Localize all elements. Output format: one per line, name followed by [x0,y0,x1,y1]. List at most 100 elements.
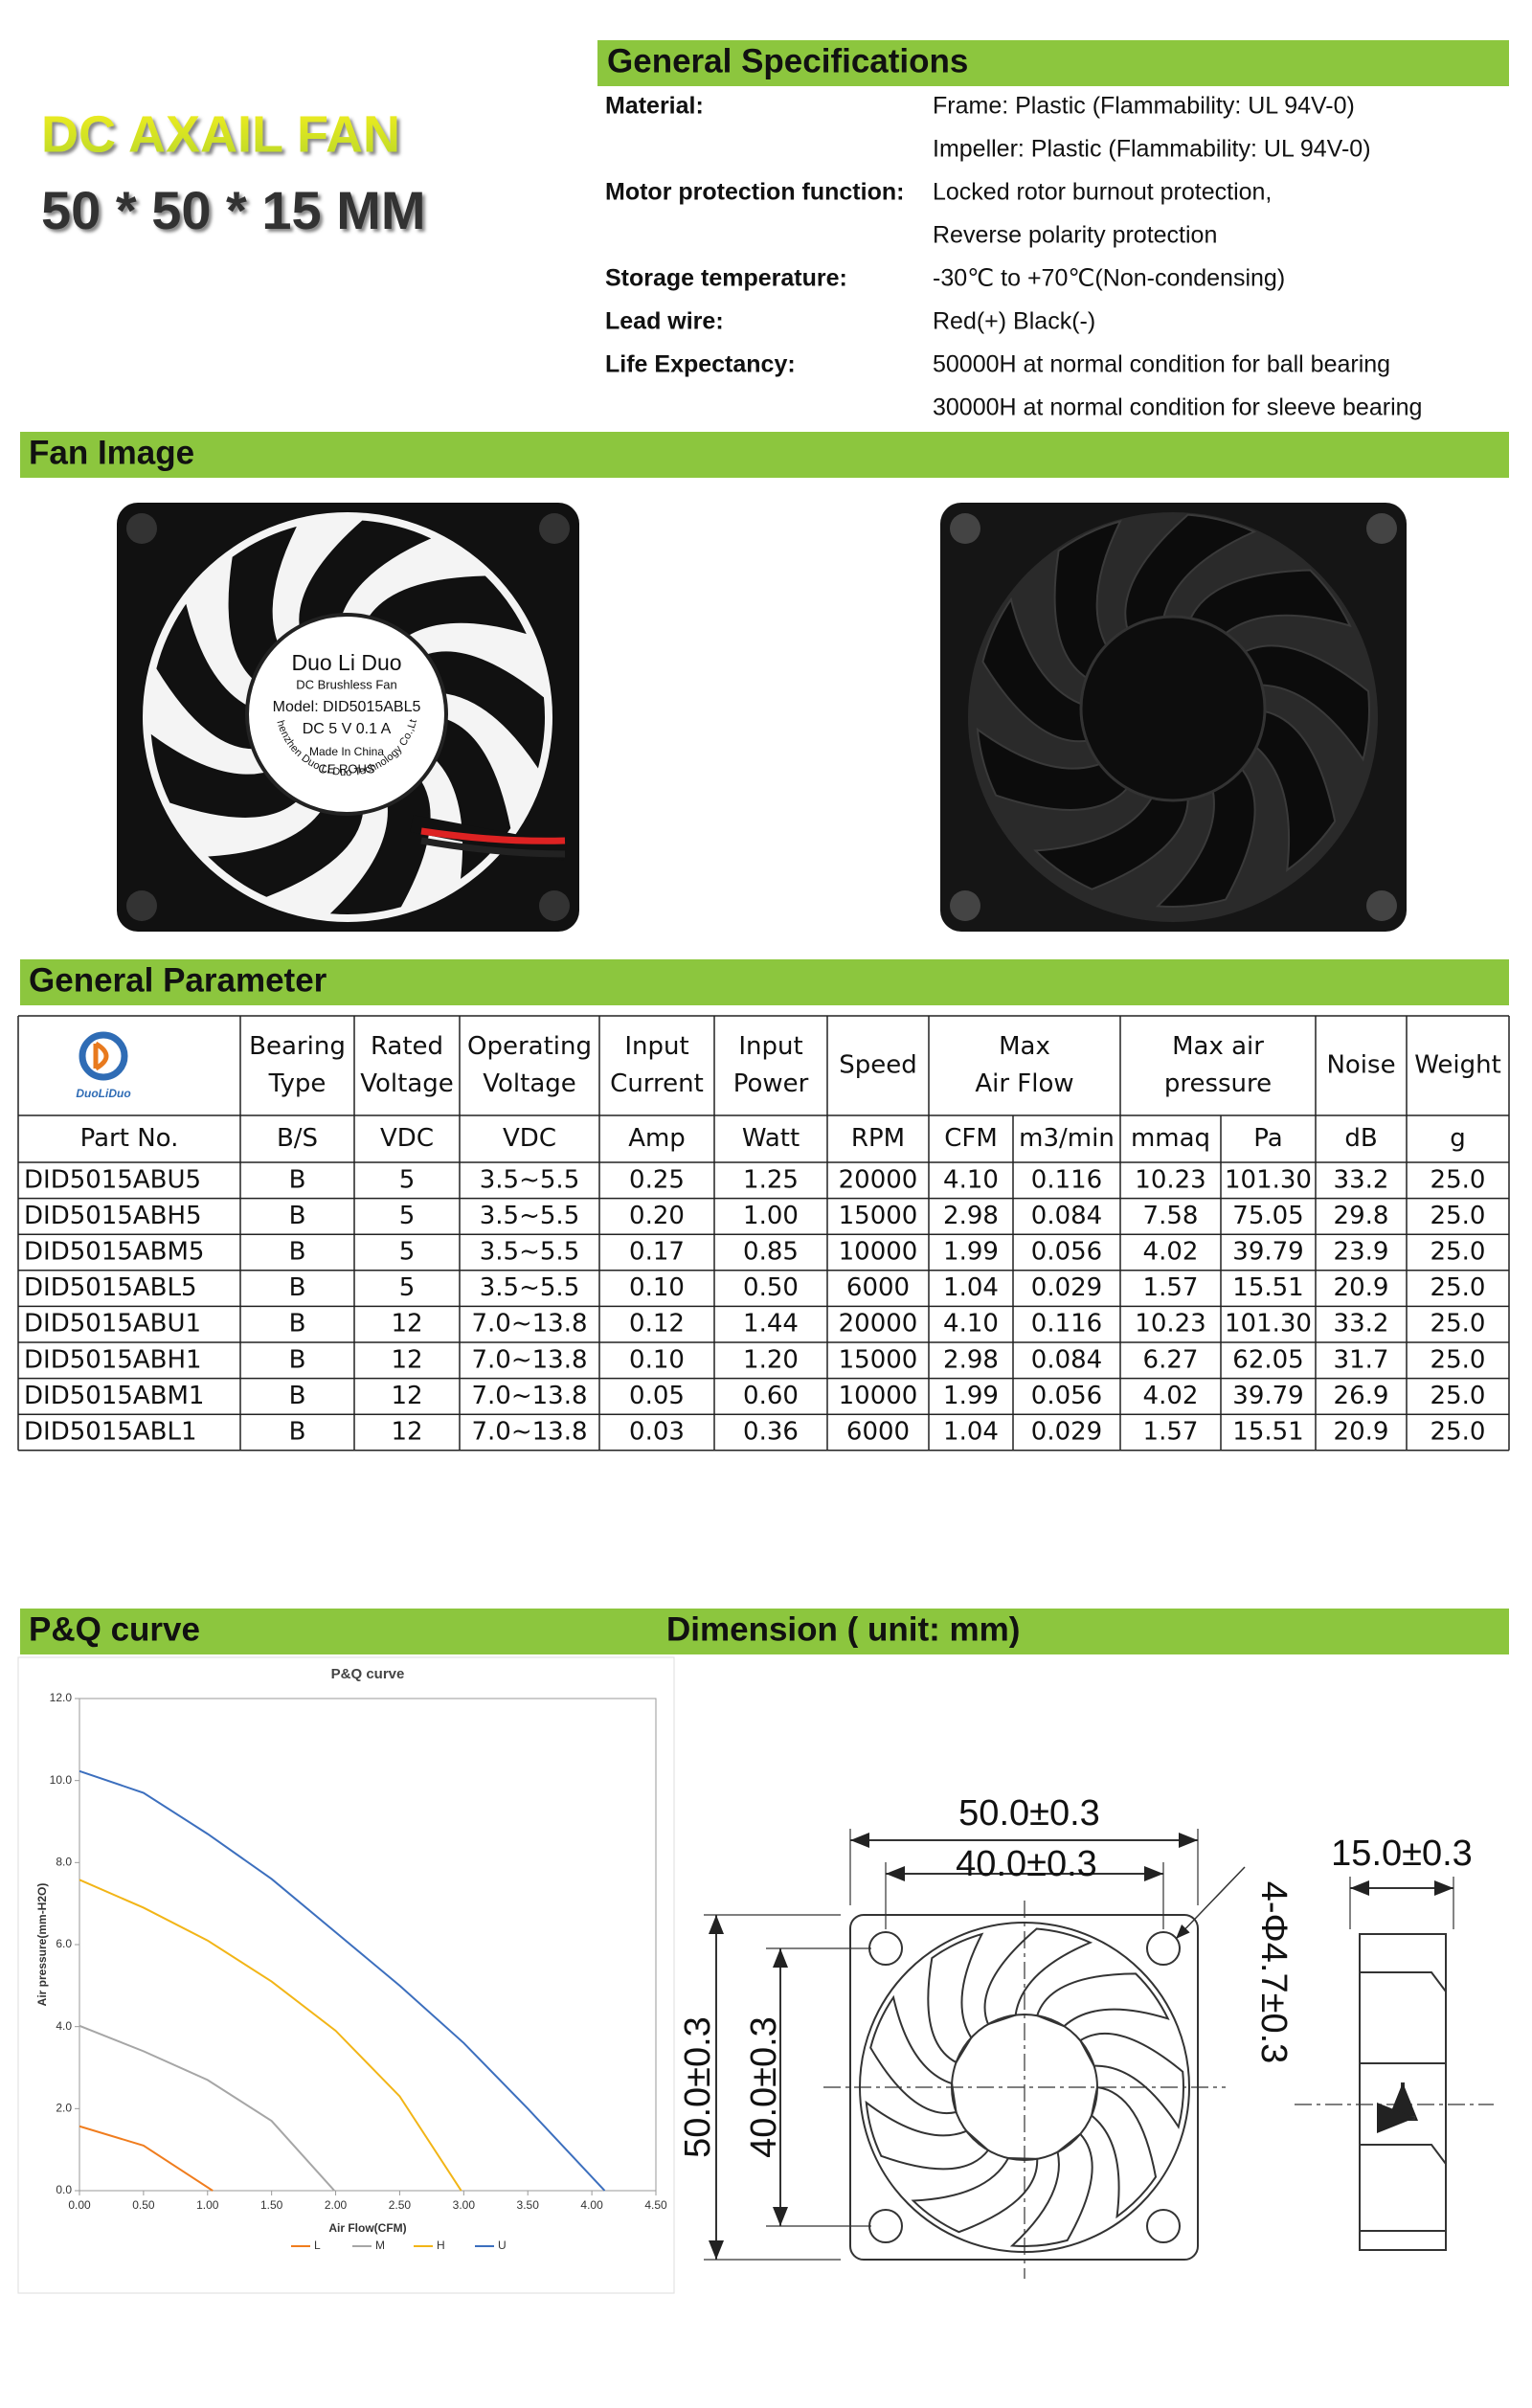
table-unit: B/S [277,1124,318,1153]
x-tick-label: 3.50 [517,2198,540,2212]
product-title: DC AXAIL FAN [41,105,400,163]
hub [1079,615,1267,802]
x-tick-label: 1.50 [260,2198,283,2212]
table-cell: DID5015ABH5 [24,1202,202,1230]
table-cell: 7.0~13.8 [471,1418,587,1447]
label-rating: DC 5 V 0.1 A [303,721,392,737]
blade [156,603,268,750]
pq-chart: P&Q curve Air Flow(CFM) Air pressure(mm-… [35,1666,667,2252]
spec-value: Reverse polarity protection [933,222,1217,249]
y-axis-label: Air pressure(mm-H2O) [35,1883,49,2007]
table-header: Bearing [249,1032,346,1061]
y-tick-label: 2.0 [56,2102,72,2115]
x-tick-label: 3.00 [453,2198,476,2212]
table-header: Voltage [483,1069,576,1098]
side-detail [1360,1971,1447,2232]
table-cell: 5 [399,1273,416,1302]
table-cell: 7.0~13.8 [471,1382,587,1410]
label-brand: Duo Li Duo [291,650,401,675]
x-tick-label: 0.50 [132,2198,155,2212]
label-marks: CE ROHS [318,761,375,776]
table-unit: m3/min [1019,1124,1115,1153]
table-cell: 31.7 [1334,1345,1389,1374]
legend-label: H [437,2239,445,2252]
table-cell: DID5015ABL1 [24,1418,197,1447]
table-cell: B [289,1273,306,1302]
mount-hole [1366,513,1397,544]
table-cell: 6000 [846,1418,910,1447]
table-cell: 15000 [839,1345,918,1374]
table-cell: 20000 [839,1310,918,1339]
section-title: General Specifications [607,42,968,79]
table-cell: 75.05 [1232,1202,1303,1230]
blade [983,1927,1093,2026]
x-axis-label: Air Flow(CFM) [328,2221,406,2235]
table-header: Max [999,1032,1050,1061]
table-cell: 12 [391,1310,422,1339]
blade [1237,644,1370,762]
table-cell: 15.51 [1232,1418,1303,1447]
table-unit: VDC [380,1124,434,1153]
table-cell: 12 [391,1345,422,1374]
table-cell: 0.17 [629,1238,685,1267]
table-cell: B [289,1345,306,1374]
table-cell: 25.0 [1431,1238,1486,1267]
table-header: Noise [1326,1051,1395,1080]
table-cell: 1.25 [743,1165,799,1194]
section-bar [20,959,1509,1005]
table-cell: 1.20 [743,1345,799,1374]
blade [1009,2132,1093,2247]
table-cell: 5 [399,1165,416,1194]
table-cell: 0.85 [743,1238,799,1267]
black-wire [420,837,566,858]
table-cell: 0.116 [1031,1165,1102,1194]
blades [865,1927,1184,2247]
table-cell: 7.0~13.8 [471,1310,587,1339]
parameter-table: DuoLiDuo Bearing Type Rated Voltage Operatin… [17,1015,1510,1452]
mount-hole [1146,2209,1181,2243]
table-cell: 0.03 [629,1418,685,1447]
label-model: Model: DID5015ABL5 [273,699,421,715]
section-title: Fan Image [29,434,194,471]
blades [150,520,545,914]
chart-title: P&Q curve [331,1666,405,1682]
table-cell: 39.79 [1232,1382,1303,1410]
table-header: pressure [1164,1069,1272,1098]
table-cell: 0.10 [629,1273,685,1302]
table-cell: 15000 [839,1202,918,1230]
table-cell: 12 [391,1382,422,1410]
spec-value: -30℃ to +70℃(Non-condensing) [933,265,1285,292]
specs: Material: Frame: Plastic (Flammability: U… [605,93,1422,421]
spec-label: Storage temperature: [605,265,847,292]
section-title: General Parameter [29,961,327,999]
spec-value: Locked rotor burnout protection, [933,179,1272,206]
spec-value: Frame: Plastic (Flammability: UL 94V-0) [933,93,1355,120]
section-title: P&Q curve [29,1610,200,1648]
table-cell: 1.04 [943,1418,999,1447]
table-cell: 1.57 [1143,1418,1199,1447]
y-tick-label: 0.0 [56,2183,72,2196]
table-unit: RPM [851,1124,905,1153]
table-cell: 12 [391,1418,422,1447]
y-tick-label: 10.0 [50,1773,73,1787]
blade [869,1994,958,2114]
blade [1124,513,1257,638]
table-cell: 2.98 [943,1202,999,1230]
table-cell: 0.20 [629,1202,685,1230]
table-cell: 62.05 [1232,1345,1303,1374]
section-bar [20,432,1509,478]
table-cell: 1.00 [743,1202,799,1230]
table-unit: VDC [503,1124,556,1153]
table-cell: 101.30 [1225,1165,1312,1194]
blade [299,520,432,644]
blade [1186,569,1352,640]
blade [981,596,1093,743]
table-cell: 0.60 [743,1382,799,1410]
blade [1090,2085,1158,2219]
table-header: Air Flow [975,1069,1073,1098]
table-unit: g [1450,1124,1466,1153]
table-cell: DID5015ABM5 [24,1238,204,1267]
curve [79,1769,606,2192]
mount-hole [539,513,570,544]
curve [79,1879,462,2192]
